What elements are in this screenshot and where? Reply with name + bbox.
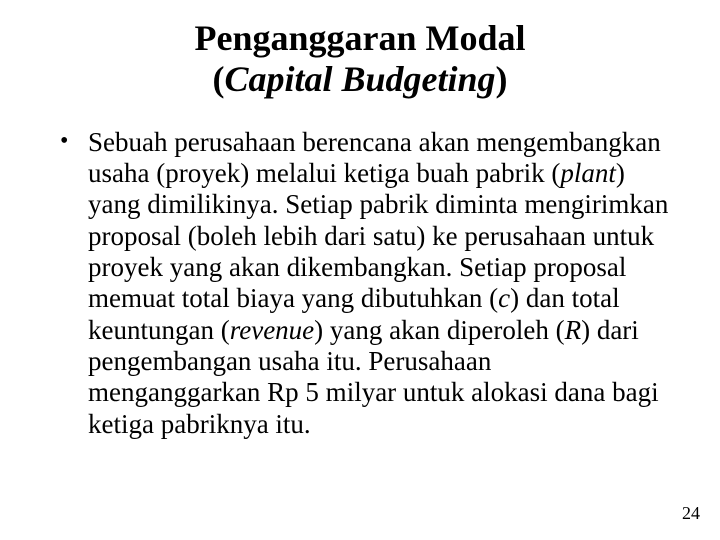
page-number: 24 — [682, 503, 700, 524]
slide-title: Penganggaran Modal (Capital Budgeting) — [50, 18, 670, 101]
title-italic: Capital Budgeting — [224, 59, 495, 99]
body-italic: plant — [560, 158, 616, 188]
slide: Penganggaran Modal (Capital Budgeting) S… — [0, 0, 720, 540]
body-italic: R — [565, 315, 582, 345]
slide-body: Sebuah perusahaan berencana akan mengemb… — [50, 127, 670, 440]
title-close-paren: ) — [496, 59, 508, 99]
list-item: Sebuah perusahaan berencana akan mengemb… — [50, 127, 670, 440]
body-italic: revenue — [230, 315, 314, 345]
title-open-paren: ( — [212, 59, 224, 99]
bullet-list: Sebuah perusahaan berencana akan mengemb… — [50, 127, 670, 440]
body-italic: c — [498, 283, 510, 313]
title-line-1: Penganggaran Modal — [50, 18, 670, 59]
title-line-2: (Capital Budgeting) — [50, 59, 670, 100]
body-text: ) yang akan diperoleh ( — [314, 315, 564, 345]
